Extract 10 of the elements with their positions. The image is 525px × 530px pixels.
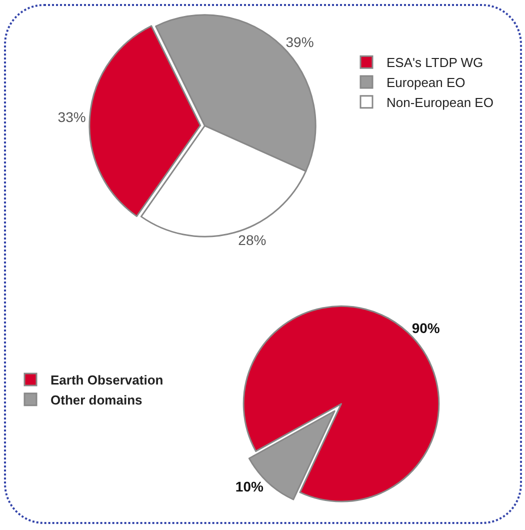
data-label: 90%: [412, 320, 440, 336]
data-label: 33%: [58, 108, 86, 125]
data-label: 39%: [286, 34, 314, 50]
data-label: 10%: [235, 478, 264, 495]
legend-label: Non-European EO: [386, 94, 494, 110]
legend-label: Other domains: [50, 392, 142, 408]
data-label: 28%: [238, 232, 266, 248]
legend-label: Earth Observation: [50, 372, 164, 388]
legend-label: European EO: [386, 75, 466, 90]
legend-label: ESA's LTDP WG: [386, 55, 484, 70]
